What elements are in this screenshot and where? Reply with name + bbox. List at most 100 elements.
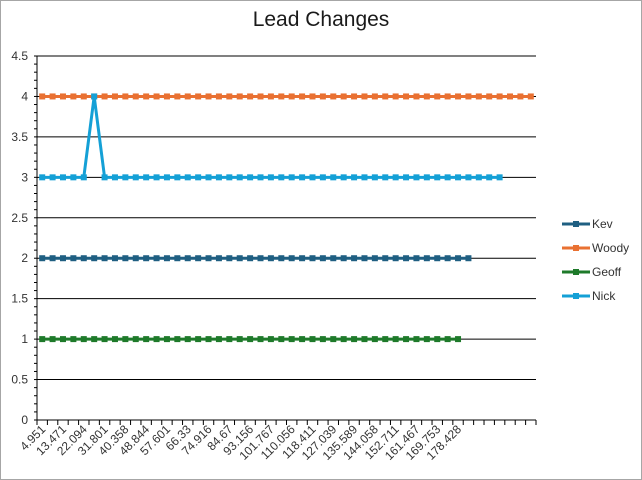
data-point-geoff: [39, 336, 46, 343]
data-point-kev: [101, 255, 108, 262]
data-point-geoff: [174, 336, 181, 343]
data-point-geoff: [299, 336, 306, 343]
data-point-nick: [132, 174, 139, 181]
data-point-kev: [423, 255, 430, 262]
data-point-geoff: [444, 336, 451, 343]
data-point-woody: [486, 93, 493, 100]
data-point-woody: [319, 93, 326, 100]
data-point-woody: [434, 93, 441, 100]
y-tick-label: 3: [21, 170, 28, 184]
data-point-woody: [143, 93, 150, 100]
data-point-kev: [361, 255, 368, 262]
data-point-woody: [423, 93, 430, 100]
data-point-kev: [340, 255, 347, 262]
data-point-geoff: [330, 336, 337, 343]
data-point-nick: [122, 174, 129, 181]
data-point-woody: [226, 93, 233, 100]
data-point-nick: [340, 174, 347, 181]
data-point-nick: [205, 174, 212, 181]
data-point-nick: [70, 174, 77, 181]
data-point-kev: [434, 255, 441, 262]
data-point-nick: [111, 174, 118, 181]
chart-title: Lead Changes: [252, 8, 390, 31]
data-point-woody: [153, 93, 160, 100]
data-point-kev: [153, 255, 160, 262]
data-point-woody: [507, 93, 514, 100]
y-tick-label: 1: [21, 332, 28, 346]
y-tick-label: 2: [21, 251, 28, 265]
data-point-nick: [143, 174, 150, 181]
data-point-geoff: [247, 336, 254, 343]
data-point-kev: [70, 255, 77, 262]
data-point-woody: [39, 93, 46, 100]
data-point-kev: [111, 255, 118, 262]
data-point-nick: [163, 174, 170, 181]
data-point-kev: [91, 255, 98, 262]
data-point-woody: [236, 93, 243, 100]
data-point-nick: [91, 93, 98, 100]
data-point-geoff: [267, 336, 274, 343]
data-point-kev: [215, 255, 222, 262]
y-tick-label: 0: [21, 413, 28, 427]
data-point-woody: [59, 93, 66, 100]
data-point-geoff: [434, 336, 441, 343]
data-point-kev: [299, 255, 306, 262]
data-point-nick: [371, 174, 378, 181]
data-point-nick: [319, 174, 326, 181]
data-point-woody: [403, 93, 410, 100]
data-point-kev: [278, 255, 285, 262]
data-point-woody: [392, 93, 399, 100]
data-point-woody: [278, 93, 285, 100]
data-point-nick: [330, 174, 337, 181]
data-point-geoff: [91, 336, 98, 343]
data-point-kev: [257, 255, 264, 262]
data-point-kev: [465, 255, 472, 262]
data-point-woody: [174, 93, 181, 100]
data-point-woody: [195, 93, 202, 100]
data-point-kev: [143, 255, 150, 262]
data-point-nick: [434, 174, 441, 181]
data-point-geoff: [278, 336, 285, 343]
data-point-woody: [330, 93, 337, 100]
data-point-kev: [236, 255, 243, 262]
data-point-kev: [267, 255, 274, 262]
data-point-nick: [278, 174, 285, 181]
data-point-nick: [413, 174, 420, 181]
data-point-nick: [444, 174, 451, 181]
data-point-kev: [122, 255, 129, 262]
data-point-geoff: [392, 336, 399, 343]
data-point-kev: [309, 255, 316, 262]
data-point-geoff: [101, 336, 108, 343]
data-point-kev: [195, 255, 202, 262]
data-point-geoff: [455, 336, 462, 343]
data-point-nick: [80, 174, 87, 181]
data-point-woody: [257, 93, 264, 100]
data-point-woody: [215, 93, 222, 100]
legend-marker-geoff: [573, 269, 579, 275]
data-point-geoff: [111, 336, 118, 343]
data-point-woody: [475, 93, 482, 100]
data-point-geoff: [423, 336, 430, 343]
data-point-nick: [101, 174, 108, 181]
legend-marker-kev: [573, 221, 579, 227]
data-point-geoff: [413, 336, 420, 343]
data-point-nick: [153, 174, 160, 181]
data-point-kev: [39, 255, 46, 262]
legend-label-nick: Nick: [592, 289, 616, 303]
data-point-kev: [49, 255, 56, 262]
data-point-kev: [184, 255, 191, 262]
data-point-geoff: [371, 336, 378, 343]
data-point-kev: [444, 255, 451, 262]
data-point-kev: [413, 255, 420, 262]
data-point-kev: [163, 255, 170, 262]
y-tick-label: 3.5: [11, 130, 28, 144]
data-point-woody: [70, 93, 77, 100]
data-point-kev: [330, 255, 337, 262]
data-point-nick: [247, 174, 254, 181]
legend-label-woody: Woody: [592, 241, 629, 255]
data-point-kev: [382, 255, 389, 262]
data-point-geoff: [257, 336, 264, 343]
data-point-nick: [257, 174, 264, 181]
data-point-nick: [382, 174, 389, 181]
data-point-geoff: [382, 336, 389, 343]
